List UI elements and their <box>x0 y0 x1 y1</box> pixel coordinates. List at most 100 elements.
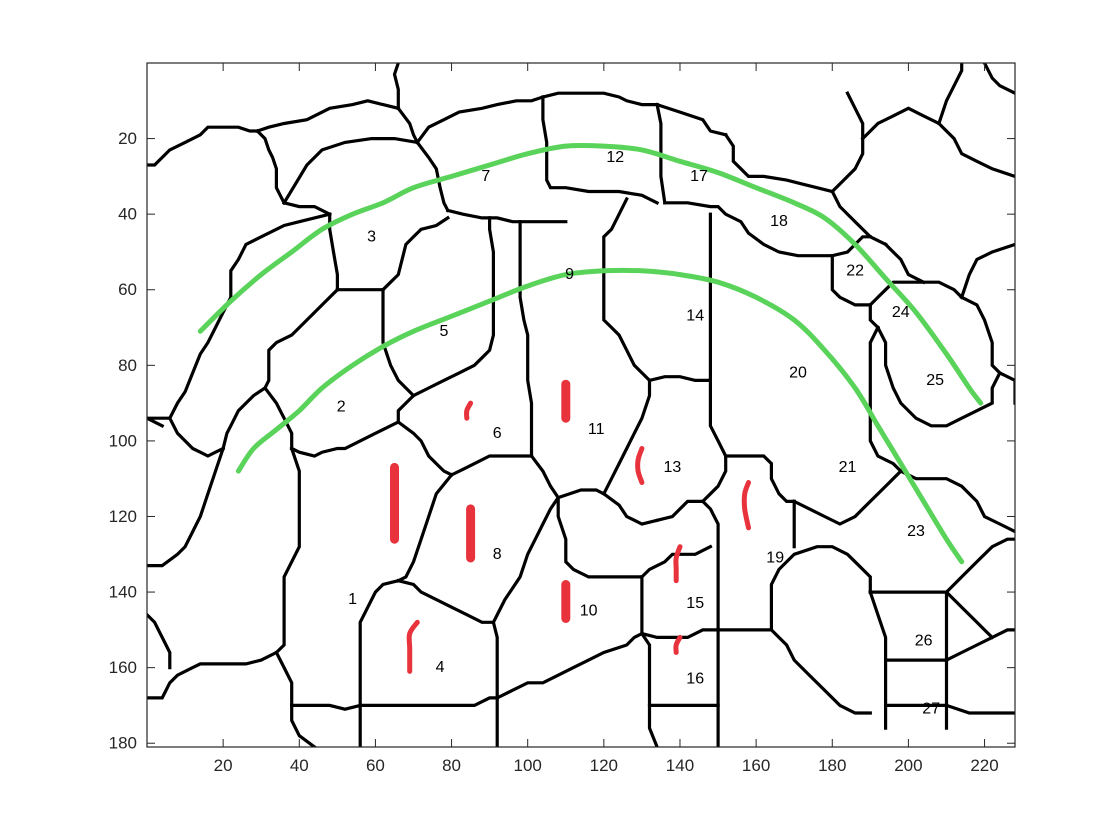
guide-curve <box>235 267 965 565</box>
cell-label: 17 <box>690 168 708 185</box>
cell-boundary <box>255 128 287 205</box>
x-tick-label: 100 <box>514 756 542 775</box>
cell-label: 11 <box>588 421 605 438</box>
cell-boundary <box>647 375 712 383</box>
cell-boundary <box>491 495 561 625</box>
cell-boundary <box>491 620 499 700</box>
cell-boundary <box>655 499 705 523</box>
y-tick-label: 140 <box>109 583 137 602</box>
cell-boundary <box>396 472 454 583</box>
cell-boundary <box>830 91 865 194</box>
cell-label: 15 <box>686 595 704 612</box>
cell-boundary <box>396 106 420 145</box>
cell-boundary <box>167 212 332 421</box>
cell-label: 21 <box>839 459 857 476</box>
x-tick-label: 220 <box>970 756 998 775</box>
x-tick-label: 160 <box>742 756 770 775</box>
y-tick-label: 100 <box>109 431 137 450</box>
cell-boundary <box>282 200 332 217</box>
y-tick-label: 180 <box>109 734 137 753</box>
cell-boundary <box>541 95 660 205</box>
cell-label: 8 <box>493 546 502 563</box>
cell-boundary <box>495 631 645 701</box>
cell-boundary <box>769 627 872 715</box>
cell-boundary <box>663 201 834 258</box>
guide-curves <box>197 142 984 565</box>
cell-boundary <box>944 537 1015 595</box>
cell-boundary <box>396 393 416 424</box>
cell-boundary <box>221 385 268 451</box>
y-tick-label: 40 <box>118 205 137 224</box>
red-mark <box>673 634 683 655</box>
cell-boundary <box>449 454 534 478</box>
cell-boundary <box>944 589 995 640</box>
cell-boundary <box>290 703 317 747</box>
cell-label: 19 <box>766 550 784 567</box>
cell-label: 13 <box>664 459 682 476</box>
cell-boundary <box>529 453 561 500</box>
cell-boundary <box>936 63 964 126</box>
cell-label: 25 <box>926 372 944 389</box>
cell-boundary <box>411 216 495 398</box>
cell-label: 6 <box>493 425 502 442</box>
cell-boundary <box>147 650 279 700</box>
cell-boundary <box>358 696 499 707</box>
cell-boundary <box>274 650 294 707</box>
cell-boundary <box>868 303 881 330</box>
cell-boundary <box>147 416 165 428</box>
cell-label: 14 <box>686 308 704 325</box>
cell-boundary <box>830 254 872 307</box>
cell-boundary <box>556 496 644 579</box>
axes: 20 40 60 80 100 120 140 160 180 200 220 2040608010… <box>109 62 1016 775</box>
red-mark <box>741 480 751 531</box>
cell-boundary <box>167 416 226 458</box>
cell-boundary <box>883 242 926 285</box>
cell-label: 4 <box>436 659 445 676</box>
x-tick-label: 60 <box>366 756 385 775</box>
cell-label: 24 <box>892 304 910 321</box>
cell-boundary <box>358 578 401 707</box>
red-mark <box>673 544 683 584</box>
cell-label: 2 <box>337 398 346 415</box>
cell-boundary <box>289 419 401 458</box>
cell-boundary <box>944 628 1015 663</box>
cell-boundary <box>445 208 568 224</box>
cell-boundary <box>556 488 606 500</box>
red-mark <box>464 400 474 421</box>
cell-boundaries <box>147 63 1015 747</box>
cell-boundary <box>290 703 363 711</box>
y-tick-label: 20 <box>118 129 137 148</box>
axes-box <box>146 62 1016 748</box>
x-tick-label: 180 <box>818 756 846 775</box>
cell-boundary <box>396 419 454 478</box>
x-axis-ticks: 20 40 60 80 100 120 140 160 180 200 220 <box>214 63 999 775</box>
cell-boundary <box>868 280 964 308</box>
cell-boundary <box>147 612 172 670</box>
cell-boundary <box>601 491 660 526</box>
cell-label: 26 <box>915 633 933 650</box>
cell-label: 5 <box>439 323 448 340</box>
cell-boundary <box>392 63 400 110</box>
red-marks <box>389 379 751 674</box>
cell-boundary <box>898 468 1015 534</box>
x-tick-label: 140 <box>666 756 694 775</box>
cell-boundary <box>655 102 667 205</box>
x-tick-label: 120 <box>590 756 618 775</box>
cell-boundary <box>639 544 713 580</box>
cell-boundary <box>792 468 904 526</box>
cell-label: 12 <box>606 149 624 166</box>
guide-curve <box>197 142 984 406</box>
cell-boundary <box>396 578 495 624</box>
x-tick-label: 200 <box>894 756 922 775</box>
cell-boundary <box>518 220 534 458</box>
x-tick-label: 80 <box>442 756 461 775</box>
cell-boundary <box>147 446 226 568</box>
red-mark <box>406 619 420 674</box>
cell-boundary <box>769 545 872 632</box>
cell-boundary <box>274 446 301 655</box>
cell-boundary <box>655 102 728 137</box>
cell-boundary <box>540 91 659 107</box>
cell-label: 16 <box>686 671 704 688</box>
